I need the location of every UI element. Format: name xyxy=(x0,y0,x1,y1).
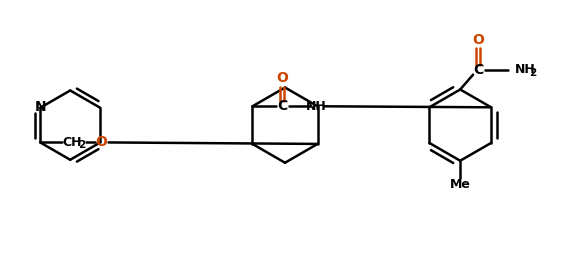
Text: C: C xyxy=(473,63,483,77)
Text: N: N xyxy=(34,100,46,114)
Text: O: O xyxy=(276,71,288,85)
Text: CH: CH xyxy=(62,136,81,149)
Text: 2: 2 xyxy=(78,140,85,150)
Text: C: C xyxy=(277,99,287,113)
Text: 2: 2 xyxy=(529,68,536,78)
Text: O: O xyxy=(96,135,108,149)
Text: O: O xyxy=(472,33,484,47)
Text: Me: Me xyxy=(450,178,470,191)
Text: NH: NH xyxy=(305,100,326,113)
Text: NH: NH xyxy=(515,63,535,76)
